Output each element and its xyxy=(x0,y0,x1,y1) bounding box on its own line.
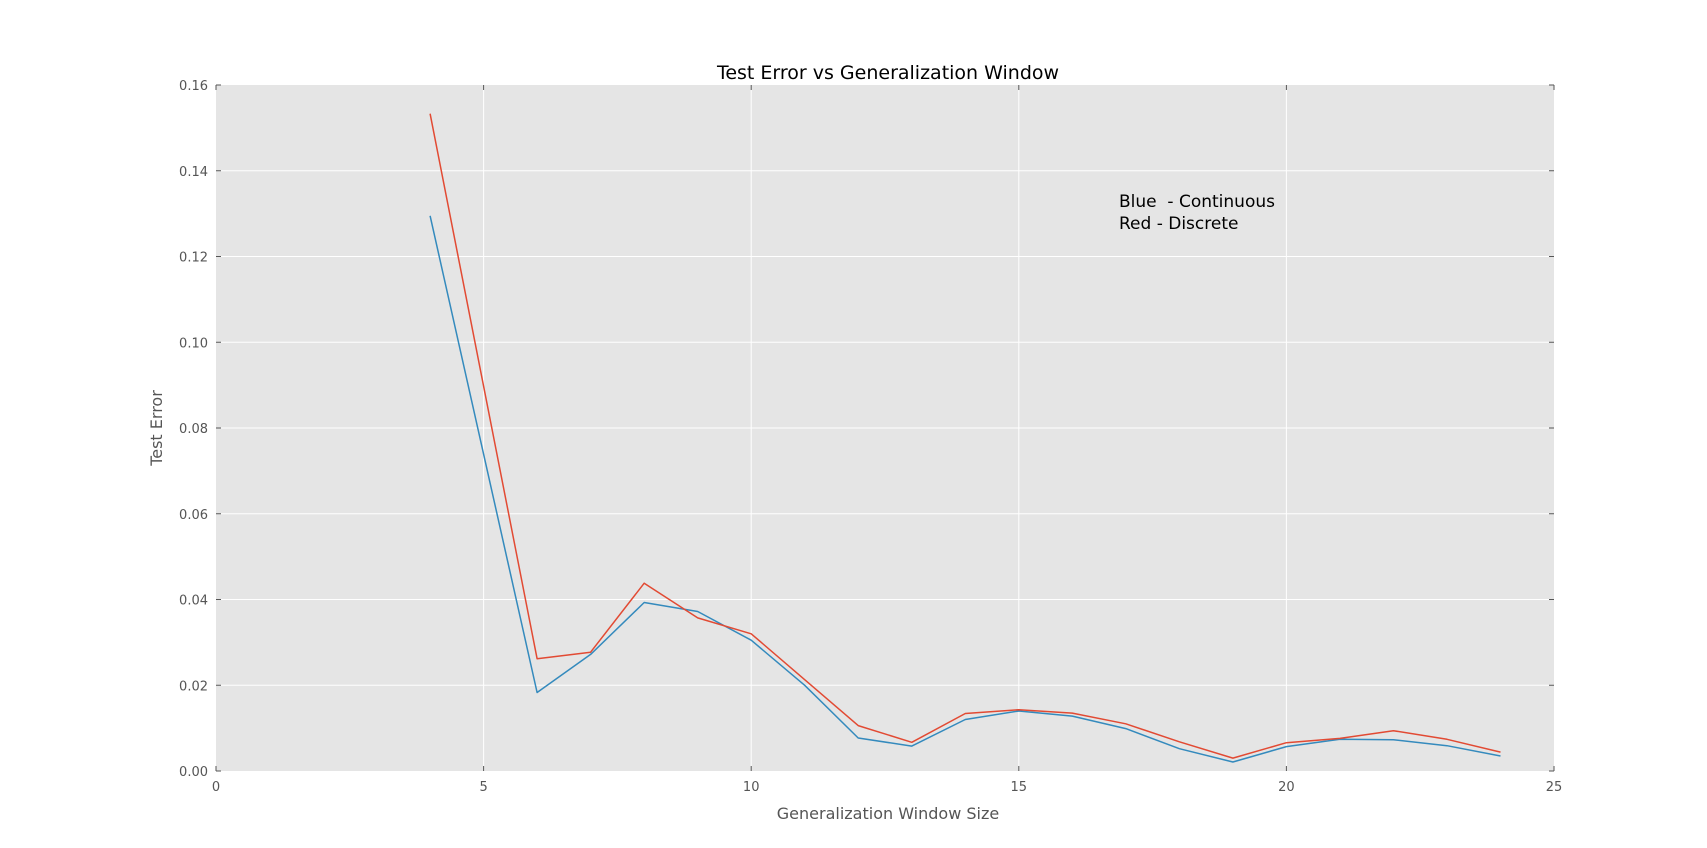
y-axis-label: Test Error xyxy=(147,390,166,467)
y-tick-label: 0.16 xyxy=(179,79,208,94)
annotation-continuous: Blue - Continuous xyxy=(1119,192,1275,212)
y-tick-label: 0.02 xyxy=(179,679,208,694)
annotation-discrete: Red - Discrete xyxy=(1119,214,1238,234)
series-line-blue xyxy=(429,215,1501,763)
y-tick-label: 0.10 xyxy=(179,336,208,351)
y-tick-label: 0.00 xyxy=(179,765,208,780)
axis-ticks: 0 5 10 15 20 25 0.00 0.02 0.04 0.06 0.08 0.10 0.12 0.… xyxy=(179,79,1562,795)
y-tick-label: 0.06 xyxy=(179,508,208,523)
y-tick-label: 0.04 xyxy=(179,594,208,609)
x-tick-label: 0 xyxy=(212,780,220,795)
grid-lines xyxy=(216,85,1554,771)
x-tick-label: 10 xyxy=(743,780,760,795)
series-lines xyxy=(429,113,1501,763)
x-tick-label: 25 xyxy=(1546,780,1563,795)
x-tick-label: 20 xyxy=(1278,780,1295,795)
y-tick-label: 0.12 xyxy=(179,251,208,266)
y-tick-label: 0.14 xyxy=(179,165,208,180)
x-tick-label: 15 xyxy=(1011,780,1028,795)
x-tick-label: 5 xyxy=(479,780,487,795)
series-line-red xyxy=(429,113,1501,759)
y-tick-label: 0.08 xyxy=(179,422,208,437)
chart-title: Test Error vs Generalization Window xyxy=(716,62,1059,84)
x-axis-label: Generalization Window Size xyxy=(777,804,999,823)
